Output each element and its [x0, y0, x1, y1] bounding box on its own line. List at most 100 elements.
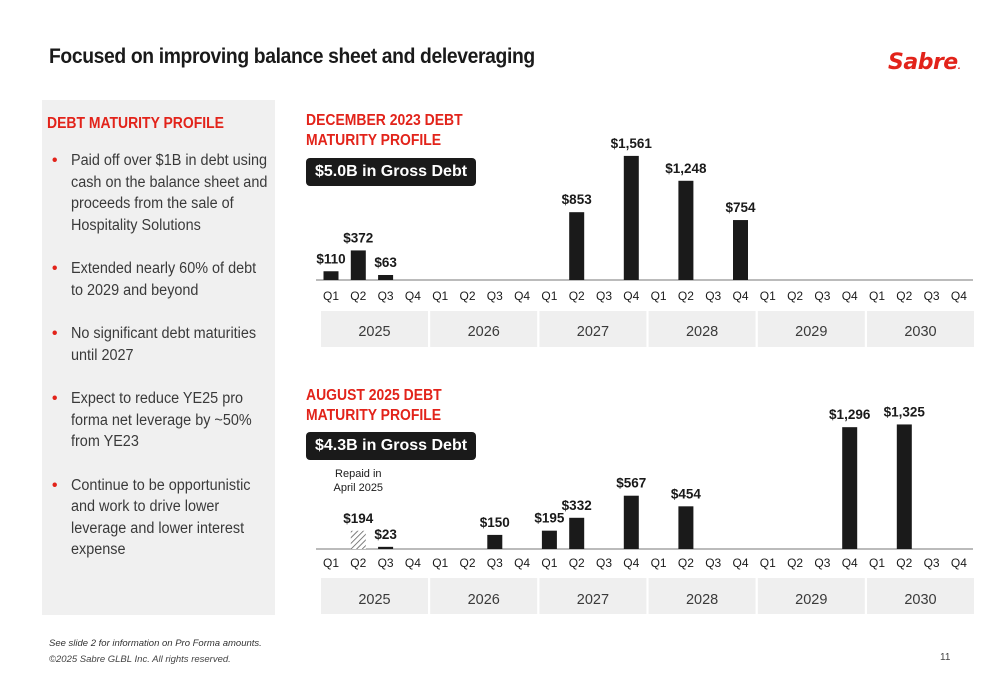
maturity-bar — [323, 271, 339, 280]
year-band — [430, 311, 538, 347]
year-band — [539, 311, 647, 347]
quarter-tick-label: Q1 — [760, 556, 776, 570]
bullet-item: • Extended nearly 60% of debt to 2029 and… — [52, 260, 257, 299]
quarter-tick-label: Q4 — [514, 289, 530, 303]
quarter-tick-label: Q2 — [350, 289, 366, 303]
maturity-bar — [569, 212, 585, 280]
quarter-tick-label: Q2 — [569, 556, 585, 570]
panel-heading: DEBT MATURITY PROFILE — [47, 115, 224, 132]
quarter-tick-label: Q2 — [678, 289, 694, 303]
quarter-tick-label: Q1 — [323, 289, 339, 303]
quarter-tick-label: Q1 — [432, 556, 448, 570]
bullet-dot-icon: • — [52, 152, 58, 169]
annotation-line-1: Repaid in — [335, 468, 381, 480]
bar-value-label: $23 — [374, 527, 397, 542]
bar-value-label: $1,325 — [884, 404, 926, 419]
year-label: 2025 — [358, 324, 390, 340]
quarter-tick-label: Q2 — [896, 556, 912, 570]
quarter-tick-label: Q2 — [459, 289, 475, 303]
quarter-tick-label: Q4 — [842, 289, 858, 303]
bullet-item: • Continue to be opportunistic and work t… — [52, 476, 251, 559]
chart-heading-dec-2023: DECEMBER 2023 DEBT MATURITY PROFILE — [306, 112, 463, 149]
year-band — [430, 578, 538, 614]
year-band — [321, 578, 428, 614]
bar-value-label: $754 — [725, 200, 756, 215]
annotation-line-2: April 2025 — [334, 482, 384, 494]
bar-value-label: $372 — [343, 230, 373, 245]
quarter-tick-label: Q4 — [623, 289, 639, 303]
maturity-bar — [623, 495, 639, 549]
year-label: 2028 — [686, 324, 718, 340]
quarter-tick-label: Q1 — [869, 556, 885, 570]
maturity-bar — [569, 517, 585, 549]
quarter-tick-label: Q3 — [924, 289, 940, 303]
maturity-bar — [678, 506, 694, 549]
maturity-bar — [678, 180, 694, 280]
bullet-item: • Paid off over $1B in debt using cash on… — [52, 152, 268, 234]
year-label: 2025 — [358, 592, 390, 608]
bar-value-label: $332 — [562, 498, 592, 513]
quarter-tick-label: Q1 — [651, 556, 667, 570]
year-label: 2027 — [577, 592, 609, 608]
bullet-item: • Expect to reduce YE25 pro forma net lev… — [52, 390, 252, 450]
quarter-tick-label: Q3 — [924, 556, 940, 570]
bullet-item: • No significant debt maturities until 20… — [52, 325, 257, 364]
maturity-bar — [350, 250, 366, 280]
quarter-tick-label: Q4 — [514, 556, 530, 570]
quarter-tick-label: Q3 — [814, 556, 830, 570]
year-band — [648, 578, 756, 614]
bar-value-label: $853 — [562, 192, 593, 207]
quarter-tick-label: Q1 — [432, 289, 448, 303]
year-label: 2029 — [795, 592, 827, 608]
quarter-tick-label: Q1 — [869, 289, 885, 303]
quarter-tick-label: Q3 — [378, 556, 394, 570]
bar-value-label: $567 — [616, 476, 646, 491]
maturity-bar — [378, 546, 394, 549]
bar-value-label: $1,296 — [829, 407, 871, 422]
bar-value-label: $63 — [374, 255, 397, 270]
quarter-tick-label: Q3 — [814, 289, 830, 303]
quarter-tick-label: Q4 — [732, 556, 748, 570]
quarter-tick-label: Q3 — [487, 556, 503, 570]
year-label: 2030 — [904, 592, 936, 608]
quarter-tick-label: Q2 — [678, 556, 694, 570]
bullet-list: • Paid off over $1B in debt using cash on… — [42, 150, 275, 583]
quarter-tick-label: Q2 — [787, 289, 803, 303]
year-label: 2026 — [468, 324, 500, 340]
quarter-tick-label: Q4 — [623, 556, 639, 570]
bar-value-label: $194 — [343, 511, 374, 526]
quarter-tick-label: Q3 — [378, 289, 394, 303]
quarter-tick-label: Q3 — [705, 556, 721, 570]
year-label: 2027 — [577, 324, 609, 340]
bar-value-label: $1,561 — [611, 136, 653, 151]
year-band — [757, 578, 865, 614]
chart-heading-aug-2025: AUGUST 2025 DEBT MATURITY PROFILE — [306, 387, 442, 424]
quarter-tick-label: Q4 — [405, 556, 421, 570]
quarter-tick-label: Q2 — [459, 556, 475, 570]
page-number: 11 — [940, 652, 951, 663]
bullet-dot-icon: • — [52, 325, 58, 342]
bar-value-label: $454 — [671, 486, 702, 501]
gross-debt-badge-dec-2023: $5.0B in Gross Debt — [306, 158, 477, 186]
quarter-tick-label: Q2 — [787, 556, 803, 570]
quarter-tick-label: Q1 — [541, 289, 557, 303]
bar-value-label: $195 — [534, 511, 565, 526]
quarter-tick-label: Q3 — [487, 289, 503, 303]
debt-summary-panel: DEBT MATURITY PROFILE • Paid off over $1B… — [42, 100, 275, 615]
quarter-tick-label: Q1 — [541, 556, 557, 570]
repaid-bar — [350, 530, 366, 549]
year-label: 2028 — [686, 592, 718, 608]
maturity-bar — [842, 427, 858, 549]
maturity-bar — [733, 220, 748, 280]
quarter-tick-label: Q2 — [569, 289, 585, 303]
quarter-tick-label: Q4 — [405, 289, 421, 303]
quarter-tick-label: Q1 — [760, 289, 776, 303]
maturity-bar — [896, 424, 912, 549]
copyright: ©2025 Sabre GLBL Inc. All rights reserve… — [49, 654, 231, 665]
quarter-tick-label: Q3 — [596, 556, 612, 570]
year-band — [539, 578, 647, 614]
quarter-tick-label: Q4 — [842, 556, 858, 570]
year-band — [867, 578, 974, 614]
footnote: See slide 2 for information on Pro Forma… — [49, 638, 262, 649]
